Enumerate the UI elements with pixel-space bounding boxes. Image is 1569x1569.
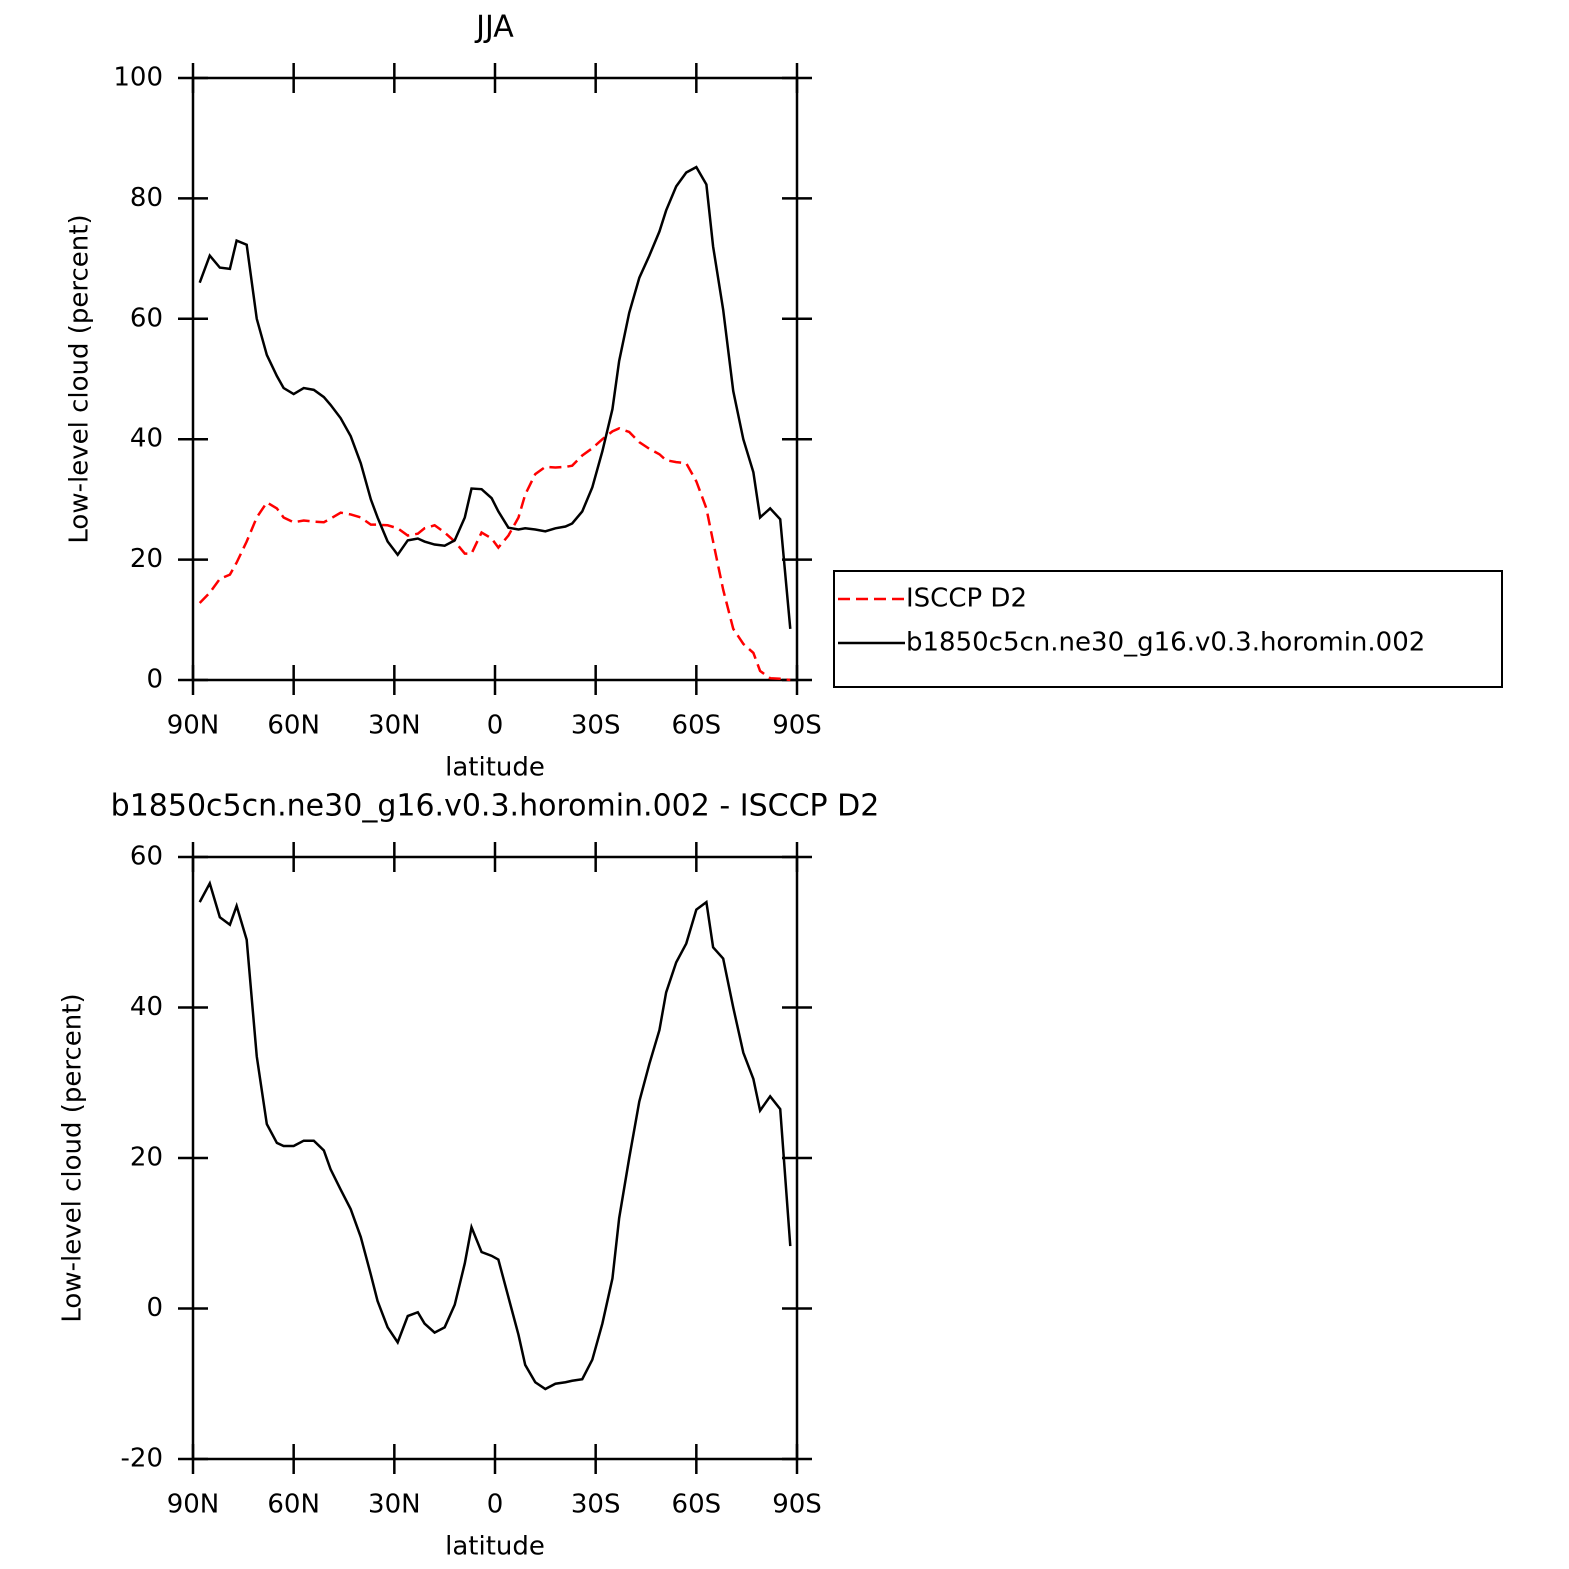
x-tick-label: 30N — [368, 711, 421, 741]
legend-label: ISCCP D2 — [906, 584, 1027, 614]
y-tick-label: 20 — [130, 544, 163, 574]
y-tick-label: 100 — [113, 63, 163, 93]
x-tick-label: 30N — [368, 1490, 421, 1520]
y-tick-label: 60 — [130, 842, 163, 872]
x-tick-label: 30S — [571, 1490, 621, 1520]
x-tick-label: 90S — [772, 711, 822, 741]
x-tick-label: 90S — [772, 1490, 822, 1520]
chart-title: JJA — [474, 10, 514, 45]
y-axis-label: Low-level cloud (percent) — [65, 214, 95, 543]
data-line — [198, 880, 792, 1391]
x-tick-label: 0 — [487, 1490, 504, 1520]
x-tick-label: 60S — [672, 711, 722, 741]
data-line — [198, 165, 792, 629]
y-axis-label: Low-level cloud (percent) — [58, 993, 88, 1322]
data-line — [198, 427, 791, 682]
plot-frame — [191, 855, 799, 1461]
y-tick-label: 40 — [130, 992, 163, 1022]
chart-title: b1850c5cn.ne30_g16.v0.3.horomin.002 - IS… — [111, 789, 880, 824]
y-tick-label: -20 — [121, 1444, 163, 1474]
y-tick-label: 40 — [130, 424, 163, 454]
y-tick-label: 60 — [130, 303, 163, 333]
x-tick-label: 60N — [267, 1490, 320, 1520]
legend-label: b1850c5cn.ne30_g16.v0.3.horomin.002 — [906, 628, 1425, 658]
legend-box — [833, 570, 1503, 688]
x-axis-label: latitude — [445, 1532, 545, 1562]
x-tick-label: 90N — [167, 711, 220, 741]
x-tick-label: 0 — [487, 711, 504, 741]
plot-frame — [191, 76, 799, 682]
x-tick-label: 60S — [672, 1490, 722, 1520]
y-tick-label: 80 — [130, 183, 163, 213]
x-tick-label: 60N — [267, 711, 320, 741]
x-tick-label: 90N — [167, 1490, 220, 1520]
x-axis-label: latitude — [445, 753, 545, 783]
y-tick-label: 0 — [146, 1293, 163, 1323]
y-tick-label: 0 — [146, 665, 163, 695]
x-tick-label: 30S — [571, 711, 621, 741]
y-tick-label: 20 — [130, 1143, 163, 1173]
